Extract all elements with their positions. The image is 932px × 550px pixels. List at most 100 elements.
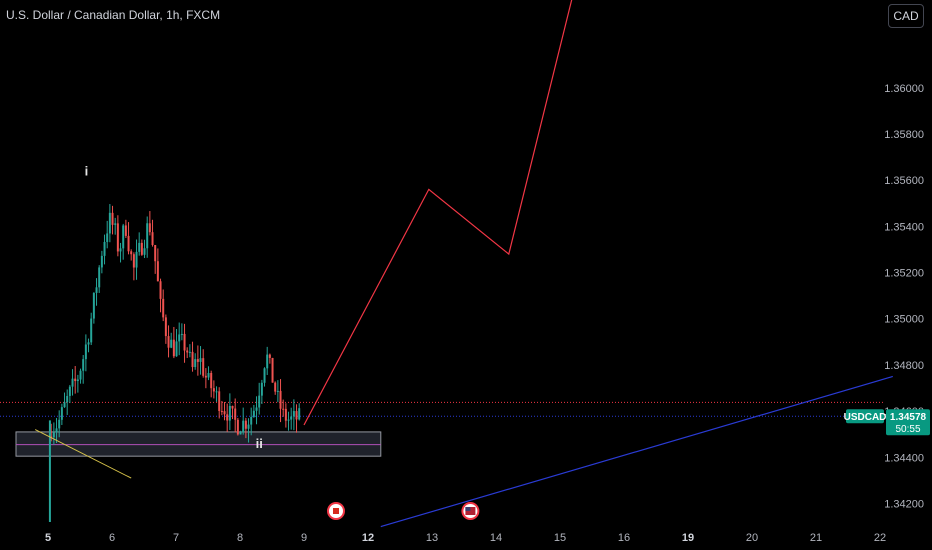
candle-body xyxy=(199,358,202,362)
candle-body xyxy=(167,336,170,348)
candle-body xyxy=(162,298,165,318)
candle-body xyxy=(143,248,146,255)
candle-body xyxy=(218,391,221,411)
candle-body xyxy=(180,333,183,335)
chart-title: U.S. Dollar / Canadian Dollar, 1h, FXCM xyxy=(6,8,221,22)
candle-body xyxy=(207,372,210,378)
candle-body xyxy=(71,378,74,387)
y-tick-label: 1.34200 xyxy=(884,499,924,511)
trend-line xyxy=(380,375,893,528)
candle-body xyxy=(114,223,117,225)
candle-body xyxy=(175,341,178,357)
candle-body xyxy=(63,402,66,408)
wave-labels-layer: iii xyxy=(85,164,263,452)
candle-body xyxy=(100,255,103,268)
candle-body xyxy=(215,391,218,393)
candle-body xyxy=(124,225,127,236)
candle-body xyxy=(172,339,175,357)
canton-icon xyxy=(465,507,471,511)
x-tick-label: 8 xyxy=(237,532,243,544)
event-marker-ca[interactable] xyxy=(327,502,345,520)
x-tick-label: 5 xyxy=(45,532,51,544)
drawings-layer xyxy=(34,0,893,528)
candle-body xyxy=(170,339,173,348)
candle-body xyxy=(156,261,159,282)
price-badge-value: 1.34578 xyxy=(890,412,927,423)
support-zone-layer xyxy=(15,431,382,457)
candle-body xyxy=(55,428,58,433)
candle-body xyxy=(106,233,109,242)
price-badge xyxy=(886,409,930,436)
wave-label-ii: ii xyxy=(256,436,263,451)
maple-leaf-icon xyxy=(333,508,339,514)
candle-body xyxy=(76,379,79,382)
candle-body xyxy=(50,436,53,438)
y-tick-label: 1.36000 xyxy=(884,83,924,95)
candle-body xyxy=(260,382,263,396)
x-tick-label: 20 xyxy=(746,532,758,544)
candle-body xyxy=(279,390,282,409)
candle-body xyxy=(58,419,61,429)
candle-body xyxy=(231,405,234,409)
candle-body xyxy=(188,351,191,353)
price-lines-layer xyxy=(0,401,884,417)
candle-body xyxy=(132,254,135,268)
candle-body xyxy=(236,419,239,435)
candle-body xyxy=(202,358,205,376)
candle-body xyxy=(295,411,298,420)
symbol-badge-text: USDCAD xyxy=(844,412,887,423)
candle-body xyxy=(159,281,162,299)
candle-body xyxy=(239,431,242,435)
candle-body xyxy=(178,334,181,342)
candle-body xyxy=(87,342,90,345)
event-marker-us[interactable] xyxy=(461,502,480,520)
candle-body xyxy=(186,350,189,353)
candle-body xyxy=(111,212,114,225)
x-tick-label: 19 xyxy=(682,532,694,544)
yellow-line xyxy=(34,429,132,479)
candle-body xyxy=(98,267,101,288)
candle-body xyxy=(247,424,250,429)
candle-body xyxy=(119,248,122,252)
candle-body xyxy=(196,359,199,362)
candle-body xyxy=(223,411,226,415)
candle-body xyxy=(135,251,138,268)
candle-body xyxy=(52,432,55,438)
candle-body xyxy=(68,386,71,396)
candle-body xyxy=(268,354,271,358)
candle-body xyxy=(242,420,245,432)
x-tick-label: 7 xyxy=(173,532,179,544)
candle-body xyxy=(226,414,229,421)
candle-body xyxy=(292,411,295,417)
candle-body xyxy=(234,408,237,420)
y-tick-label: 1.35200 xyxy=(884,268,924,280)
candle-body xyxy=(210,372,213,389)
x-tick-label: 13 xyxy=(426,532,438,544)
candle-body xyxy=(130,251,133,255)
y-tick-label: 1.35400 xyxy=(884,221,924,233)
candle-body xyxy=(79,370,82,380)
candle-body xyxy=(284,408,287,421)
candle-body xyxy=(95,287,98,293)
price-axis[interactable]: 1.36000 1.35800 1.35600 1.35400 1.35200 1.350… xyxy=(884,83,924,511)
y-tick-label: 1.35800 xyxy=(884,129,924,141)
candle-body xyxy=(164,317,167,337)
currency-button[interactable]: CAD xyxy=(888,4,924,28)
candle-body xyxy=(74,378,77,382)
candle-body xyxy=(60,407,63,420)
candle-body xyxy=(191,351,194,368)
candle-body xyxy=(154,244,157,262)
support-zone xyxy=(15,431,382,457)
candles-layer xyxy=(48,204,301,522)
candle-body xyxy=(151,232,154,245)
x-tick-label: 9 xyxy=(301,532,307,544)
candle-body xyxy=(263,368,266,383)
candle-body xyxy=(116,223,119,252)
candle-body xyxy=(258,395,261,408)
event-markers-layer[interactable] xyxy=(327,502,480,520)
candle-body xyxy=(266,354,269,369)
y-tick-label: 1.35000 xyxy=(884,314,924,326)
time-axis[interactable]: 5 6 7 8 9 12 13 14 15 16 19 20 21 22 xyxy=(45,532,886,544)
